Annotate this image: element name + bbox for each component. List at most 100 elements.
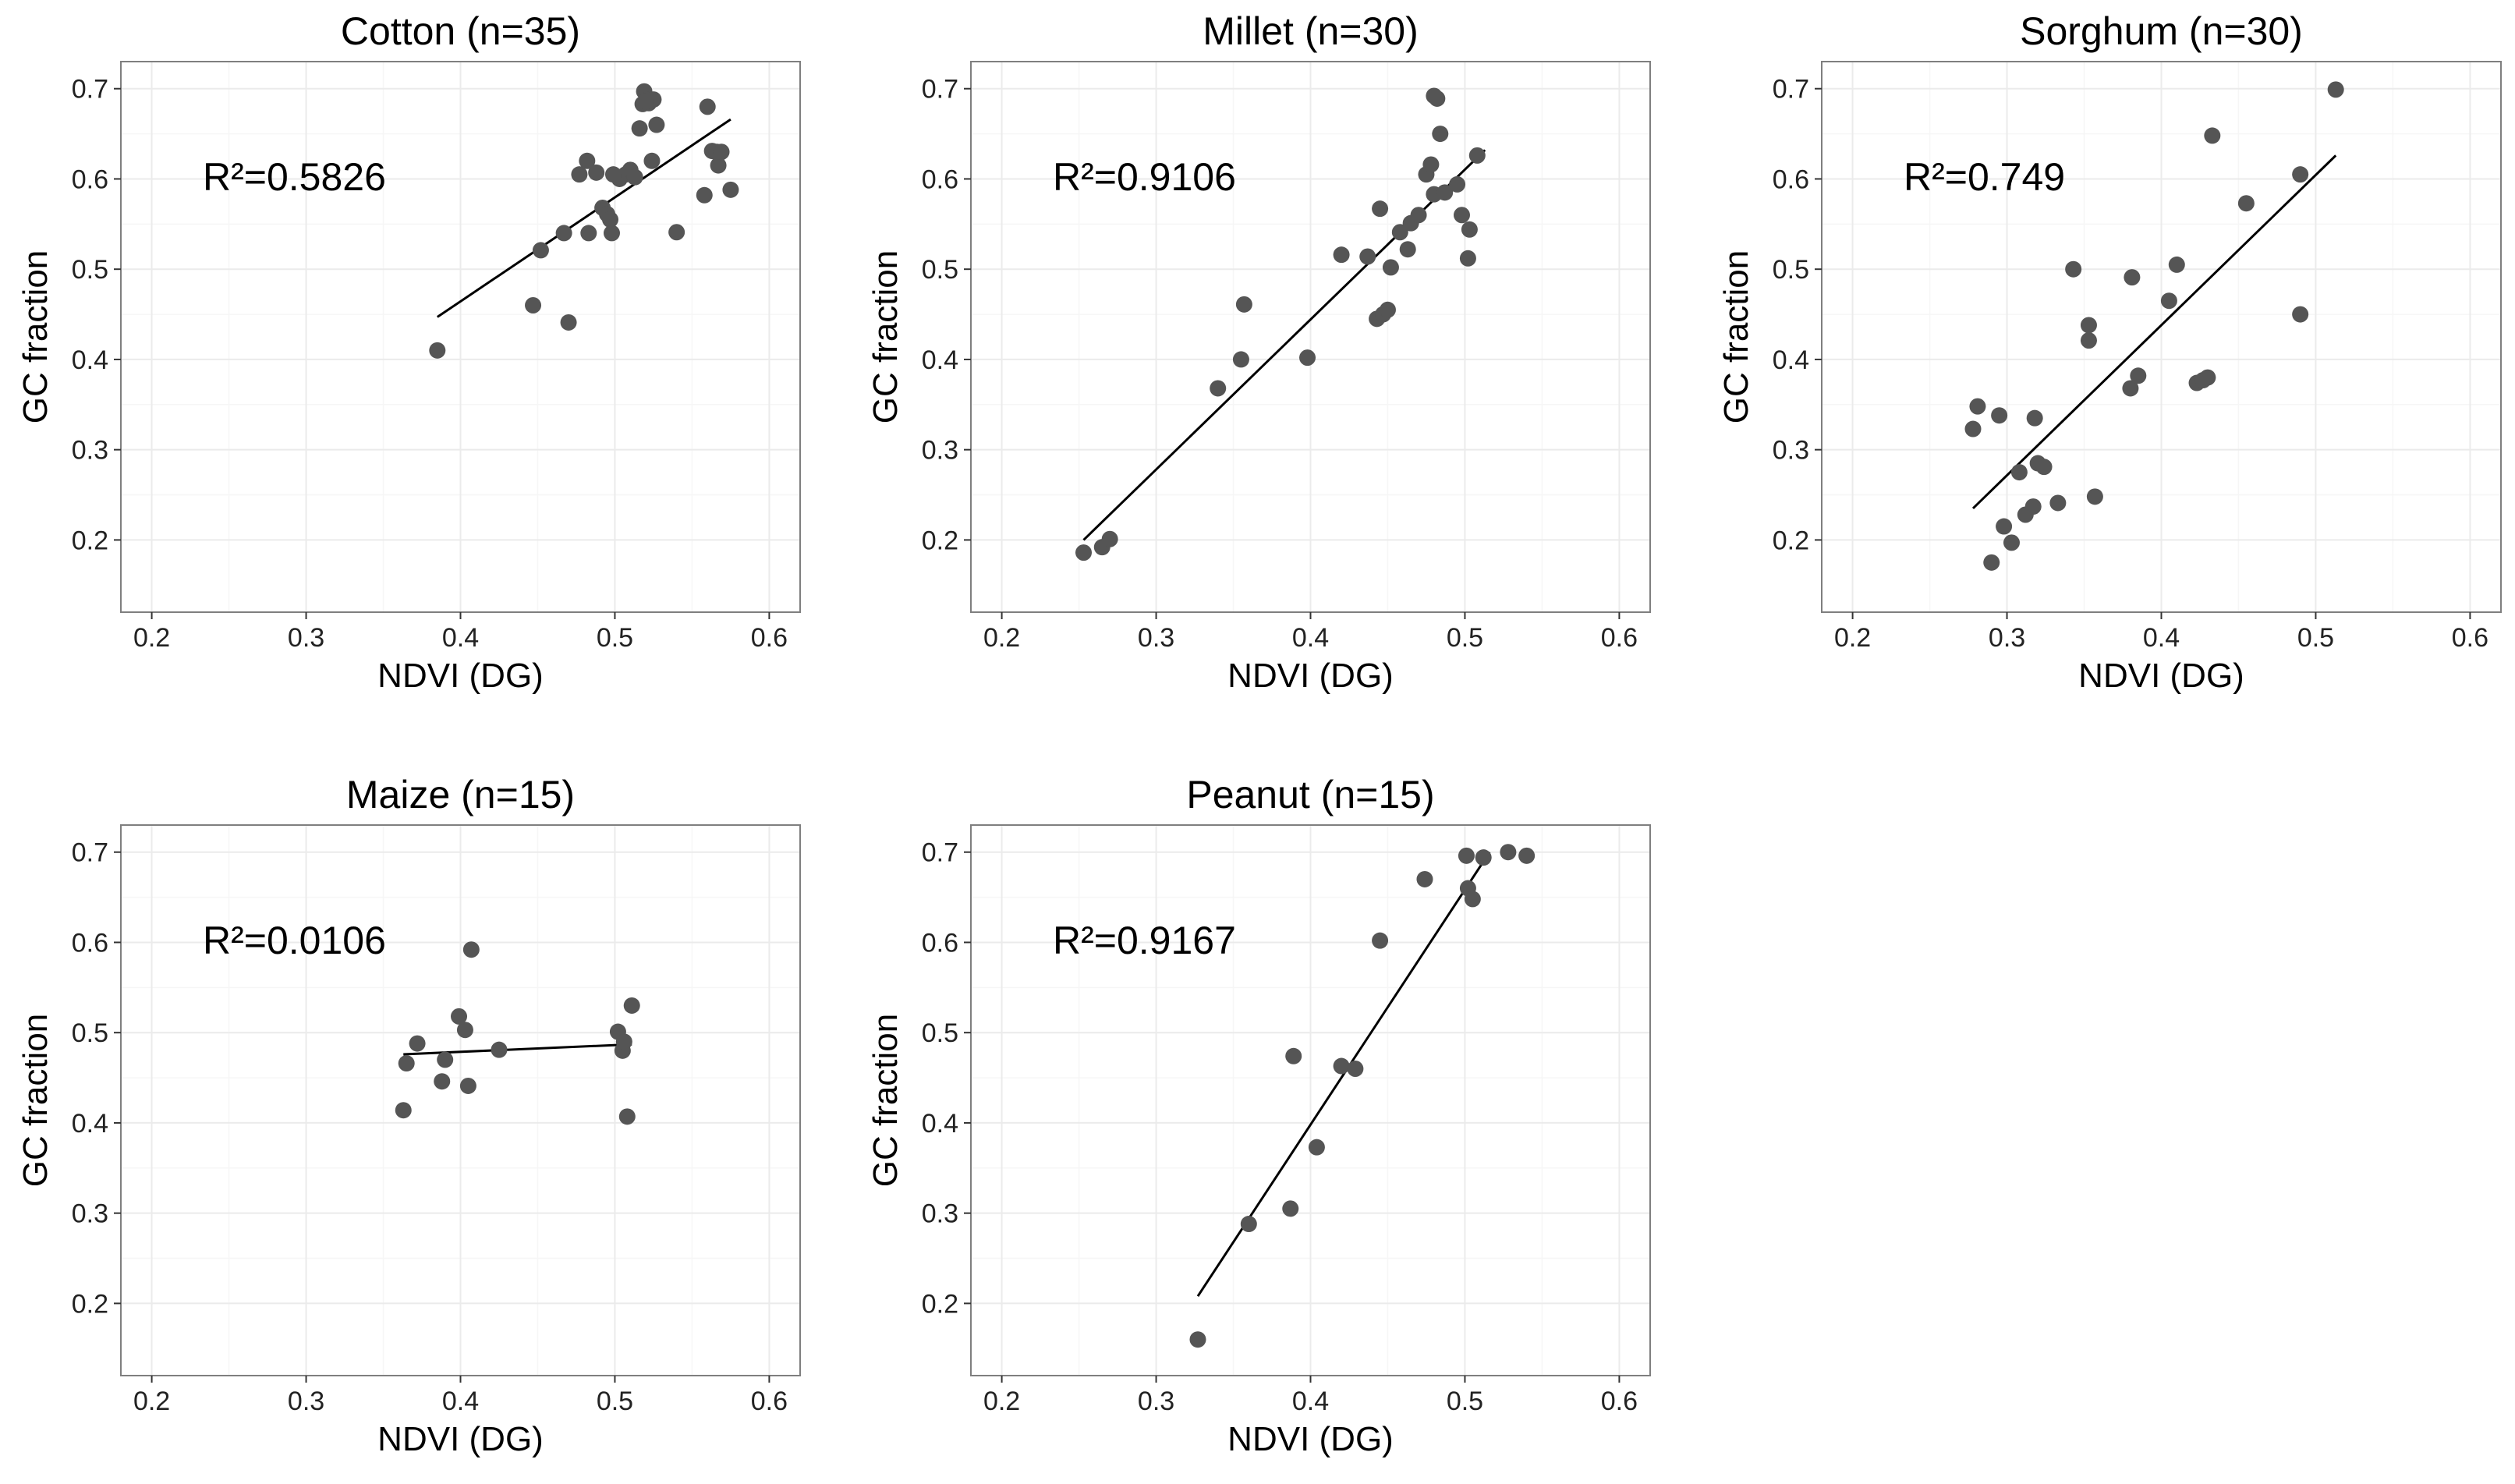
data-point	[1399, 241, 1416, 258]
data-point	[699, 98, 716, 115]
data-point	[579, 152, 596, 169]
panel-1: 0.2 0.3 0.4 0.5 0.6 0.2 0.3 0.4 0.5 0.6 0.7 Cotton …	[16, 9, 801, 695]
data-point	[1232, 351, 1249, 368]
data-point	[710, 157, 727, 174]
data-point	[637, 93, 654, 110]
data-point	[2010, 464, 2028, 481]
data-point	[2035, 459, 2053, 476]
x-tick-label: 0.6	[1601, 1387, 1638, 1416]
data-point	[580, 225, 597, 242]
y-tick-label: 0.5	[922, 255, 958, 285]
y-tick-label: 0.7	[922, 75, 958, 104]
data-point	[1285, 1047, 1302, 1064]
data-point	[696, 186, 713, 204]
data-point	[2080, 332, 2097, 349]
y-tick-label: 0.6	[72, 165, 108, 194]
data-point	[1282, 1200, 1299, 1217]
data-point	[648, 116, 665, 133]
data-point	[2026, 409, 2043, 427]
data-point	[603, 225, 620, 242]
data-point	[2065, 260, 2082, 278]
data-point	[615, 1033, 632, 1050]
panel-title: Peanut (n=15)	[1186, 773, 1434, 816]
y-tick-label: 0.5	[922, 1018, 958, 1048]
data-point	[2122, 380, 2139, 397]
data-point	[2204, 127, 2221, 144]
y-tick-label: 0.6	[922, 165, 958, 194]
x-tick-label: 0.6	[751, 1387, 788, 1416]
data-point	[451, 1008, 468, 1025]
data-point	[2130, 367, 2147, 384]
x-tick-label: 0.3	[288, 623, 324, 653]
data-point	[1101, 530, 1118, 547]
data-point	[491, 1041, 508, 1058]
data-point	[1429, 90, 1446, 107]
data-point	[604, 166, 622, 183]
panel-title: Cotton (n=35)	[341, 9, 580, 53]
x-tick-label: 0.6	[1601, 623, 1638, 653]
data-point	[532, 242, 549, 259]
x-tick-label: 0.3	[1138, 623, 1174, 653]
data-point	[588, 164, 605, 181]
data-point	[1422, 156, 1440, 173]
r2-annotation: R²=0.0106	[203, 919, 386, 962]
data-point	[1359, 248, 1376, 265]
data-point	[626, 168, 643, 186]
data-point	[1449, 175, 1466, 193]
r2-annotation: R²=0.749	[1904, 155, 2065, 199]
data-point	[722, 181, 739, 198]
y-tick-label: 0.2	[922, 526, 958, 555]
data-point	[2292, 166, 2309, 183]
data-point	[1075, 544, 1093, 561]
data-point	[434, 1073, 451, 1090]
x-tick-label: 0.4	[1292, 623, 1329, 653]
data-point	[2292, 306, 2309, 323]
y-tick-label: 0.7	[1773, 75, 1809, 104]
data-point	[1983, 554, 2000, 571]
data-point	[2237, 195, 2255, 212]
x-tick-label: 0.6	[751, 623, 788, 653]
data-point	[398, 1055, 415, 1072]
panel-title: Sorghum (n=30)	[2020, 9, 2303, 53]
data-point	[437, 1051, 454, 1068]
x-tick-label: 0.3	[1989, 623, 2025, 653]
y-tick-label: 0.4	[922, 345, 958, 375]
y-axis-title: GC fraction	[866, 250, 905, 424]
data-point	[2168, 256, 2185, 273]
x-tick-label: 0.4	[2143, 623, 2180, 653]
x-axis-title: NDVI (DG)	[377, 657, 544, 695]
x-tick-label: 0.4	[442, 623, 479, 653]
r2-annotation: R²=0.5826	[203, 155, 386, 199]
data-point	[602, 211, 619, 228]
x-tick-label: 0.2	[1834, 623, 1871, 653]
x-tick-label: 0.3	[1138, 1387, 1174, 1416]
data-point	[1458, 847, 1475, 864]
y-tick-label: 0.7	[922, 838, 958, 868]
data-point	[1189, 1331, 1206, 1348]
y-axis-title: GC fraction	[16, 250, 55, 424]
y-tick-label: 0.6	[922, 928, 958, 958]
data-point	[1308, 1139, 1325, 1156]
data-point	[623, 997, 640, 1014]
x-tick-label: 0.2	[983, 623, 1020, 653]
y-axis-title: GC fraction	[1717, 250, 1755, 424]
x-tick-label: 0.5	[2297, 623, 2334, 653]
y-tick-label: 0.5	[72, 255, 108, 285]
data-point	[1391, 224, 1408, 241]
data-point	[631, 120, 648, 137]
data-point	[1991, 407, 2008, 424]
data-point	[1416, 870, 1433, 887]
y-tick-label: 0.7	[72, 75, 108, 104]
panel-3: 0.2 0.3 0.4 0.5 0.6 0.2 0.3 0.4 0.5 0.6 0.7 Sorghum…	[1717, 9, 2502, 695]
data-point	[2049, 494, 2067, 512]
fit-line	[1971, 154, 2337, 509]
data-point	[525, 296, 542, 313]
data-point	[2327, 81, 2344, 98]
data-point	[1453, 207, 1470, 224]
y-tick-label: 0.6	[72, 928, 108, 958]
data-point	[643, 152, 661, 169]
data-point	[1379, 301, 1396, 318]
data-point	[555, 225, 572, 242]
data-point	[1459, 250, 1476, 267]
